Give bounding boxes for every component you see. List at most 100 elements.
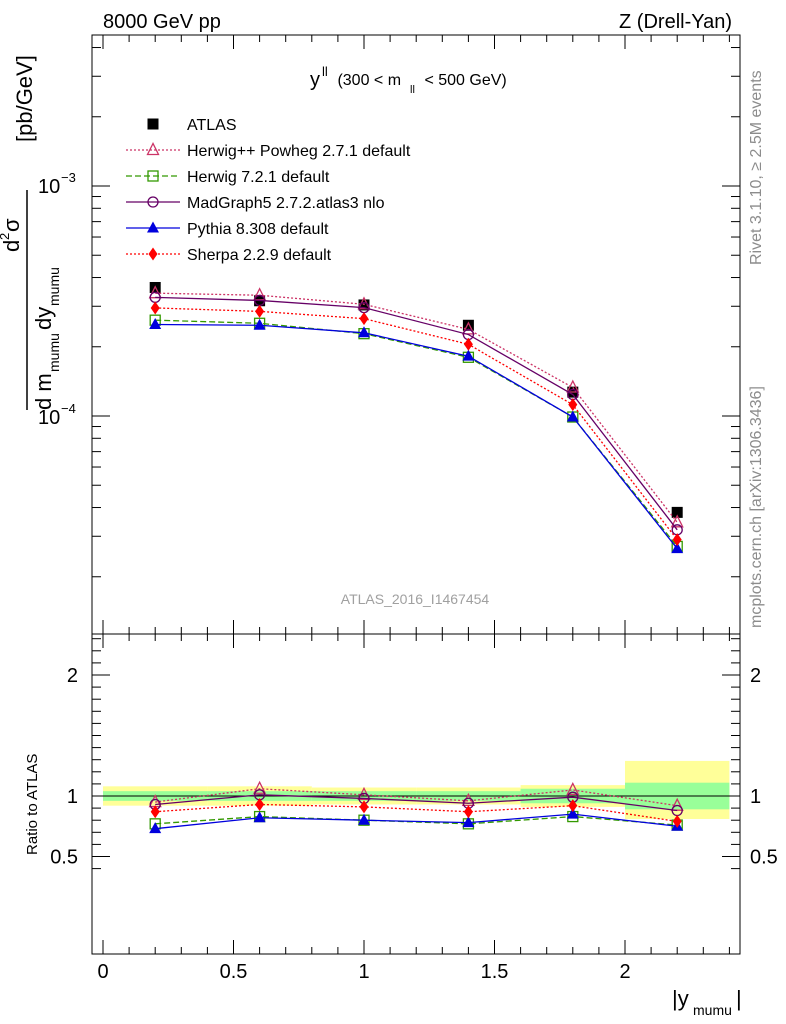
data-point (672, 533, 682, 547)
ratio-data-point (253, 780, 267, 794)
series-line (155, 319, 678, 547)
inner-title-range-sub: ll (410, 84, 415, 96)
legend-marker (147, 196, 159, 208)
ratio-y-tick-label-right: 2 (750, 665, 761, 687)
legend-marker (147, 221, 159, 233)
svg-text:|y: |y (672, 986, 689, 1011)
data-point (566, 410, 579, 422)
header-right: Z (Drell-Yan) (619, 11, 732, 33)
legend-entry: Herwig++ Powheg 2.7.1 default (126, 142, 411, 160)
x-tick-label: 1.5 (481, 961, 509, 983)
svg-text:−4: −4 (61, 401, 76, 416)
ratio-series-line (155, 803, 678, 823)
series-line (155, 323, 678, 550)
legend-marker (147, 170, 159, 182)
x-tick-label: 1 (358, 961, 369, 983)
data-point (150, 301, 160, 315)
legend-marker (147, 118, 159, 130)
ratio-data-point (359, 800, 369, 814)
legend-entry: Sherpa 2.2.9 default (126, 247, 332, 264)
x-tick-label: 2 (619, 961, 630, 983)
ratio-data-point (463, 805, 473, 819)
main-series (148, 281, 684, 554)
legend-label: MadGraph5 2.7.2.atlas3 nlo (187, 195, 385, 212)
ratio-data-point (672, 814, 682, 828)
svg-text:σ: σ (0, 218, 24, 232)
inner-title-sup: ll (322, 64, 328, 79)
data-point (462, 349, 475, 361)
main-ticks (92, 35, 740, 634)
ratio-y-tick-label-left: 2 (67, 665, 78, 687)
data-point (671, 542, 684, 554)
data-point (255, 304, 265, 318)
x-tick-label: 0.5 (220, 961, 248, 983)
svg-text:d m: d m (31, 373, 56, 410)
inner-title-range-b: < 500 GeV) (420, 72, 507, 89)
legend-marker (148, 247, 158, 261)
legend-entry: Herwig 7.2.1 default (126, 169, 330, 186)
ratio-data-point (566, 807, 579, 819)
inner-title: y ll (300 < m ll < 500 GeV) (310, 64, 507, 96)
series-line (155, 292, 678, 523)
data-point (463, 337, 473, 351)
y-tick-label-1e-4: 10 −4 (38, 401, 76, 429)
ratio-series-3 (149, 807, 684, 834)
legend-label: Sherpa 2.2.9 default (187, 247, 332, 264)
ratio-ticks: 0 0.5 1 1.5 2 0.5 0.5 1 1 2 2 (50, 634, 778, 983)
series-0 (149, 281, 683, 518)
watermark: ATLAS_2016_I1467454 (341, 591, 490, 607)
legend-label: Herwig 7.2.1 default (187, 169, 330, 186)
ratio-data-point (255, 797, 265, 811)
data-point (253, 318, 266, 330)
data-point (566, 379, 580, 393)
legend-label: Herwig++ Powheg 2.7.1 default (187, 143, 411, 160)
data-point (568, 398, 578, 412)
data-point (671, 506, 683, 518)
svg-text:mumu: mumu (46, 267, 62, 306)
ratio-y-tick-label-left: 0.5 (50, 847, 78, 869)
data-point (670, 514, 684, 528)
mcplots-note: mcplots.cern.ch [arXiv:1306.3436] (748, 386, 765, 628)
ratio-series-line (155, 788, 678, 807)
ratio-data-point (358, 813, 370, 825)
svg-text:10: 10 (38, 407, 60, 429)
legend-entry: Pythia 8.308 default (126, 221, 329, 238)
data-point (253, 287, 267, 301)
ratio-data-point (149, 822, 162, 834)
data-point (358, 326, 370, 338)
data-point (359, 312, 369, 326)
x-axis-label: |y mumu | (672, 986, 742, 1018)
series-line (155, 296, 678, 531)
y-axis-unit: [pb/GeV] (12, 55, 37, 142)
svg-text:mumu: mumu (693, 1002, 732, 1018)
x-tick-label: 0 (97, 961, 108, 983)
ratio-panel: 0 0.5 1 1.5 2 0.5 0.5 1 1 2 2 Ratio to ATLAS |y mu… (24, 633, 778, 1018)
ratio-bands (92, 760, 740, 819)
ratio-data-point (568, 799, 578, 813)
inner-title-range-a: (300 < m (333, 72, 401, 89)
legend-marker (146, 142, 160, 156)
header-left: 8000 GeV pp (103, 11, 221, 33)
legend-label: ATLAS (187, 117, 237, 134)
y-tick-label-1e-3: 10 −3 (38, 170, 76, 198)
svg-text:|: | (736, 986, 742, 1011)
svg-text:dy: dy (31, 307, 56, 330)
ratio-series-4 (150, 797, 682, 828)
data-point (462, 319, 474, 331)
series-line (155, 307, 678, 541)
svg-text:2: 2 (0, 233, 12, 240)
ratio-y-tick-label-left: 1 (67, 786, 78, 808)
ratio-data-point (150, 805, 160, 819)
y-axis-label: d 2 σ d m mumu dy mumu [pb/GeV] (0, 55, 62, 410)
ratio-y-axis-label: Ratio to ATLAS (24, 754, 41, 855)
inner-title-main: y (310, 69, 320, 91)
legend-entry: MadGraph5 2.7.2.atlas3 nlo (126, 195, 385, 212)
legend-label: Pythia 8.308 default (187, 221, 329, 238)
legend-entry: ATLAS (147, 117, 237, 134)
rivet-note: Rivet 3.1.10, ≥ 2.5M events (748, 70, 765, 265)
ratio-y-tick-label-right: 1 (750, 786, 761, 808)
ratio-y-tick-label-right: 0.5 (750, 847, 778, 869)
ratio-data-point (566, 781, 580, 796)
ratio-data-point (253, 811, 266, 823)
